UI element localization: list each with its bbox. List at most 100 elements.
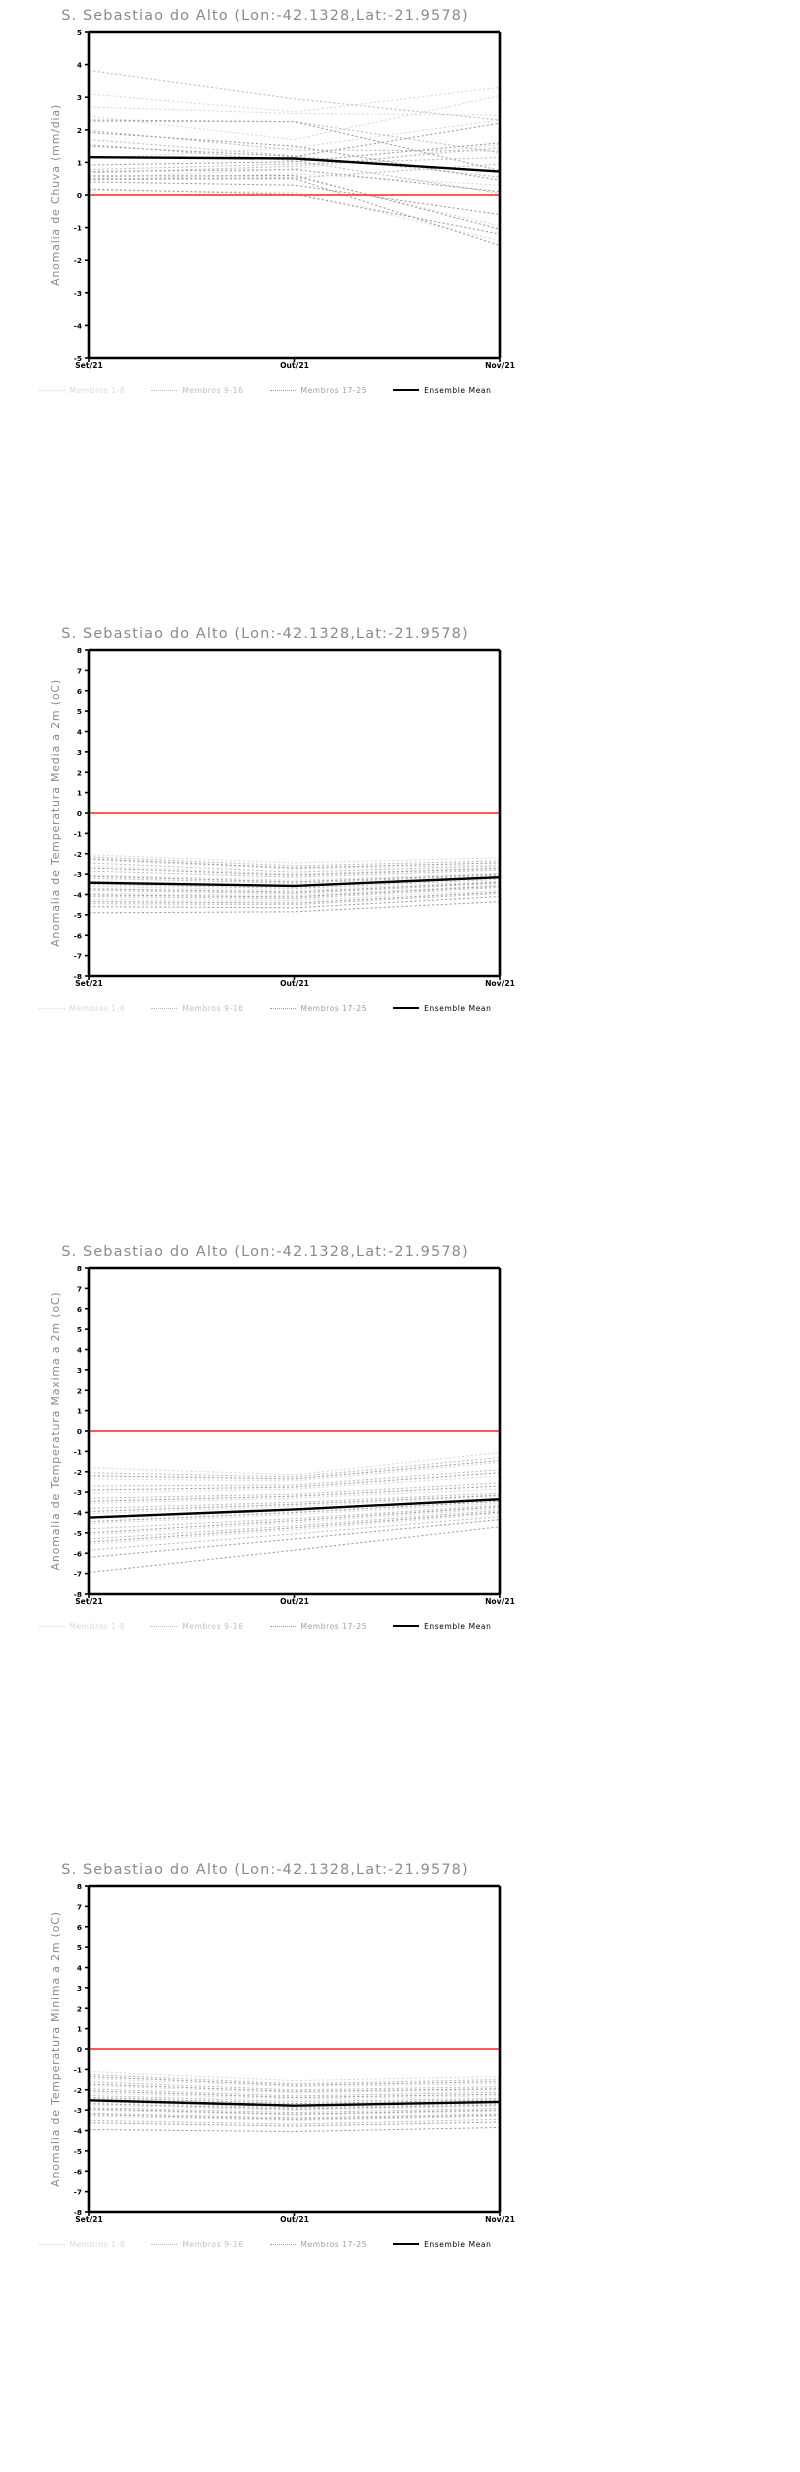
- legend-line-icon: [38, 1007, 65, 1009]
- legend-item[interactable]: Membros 1-8: [38, 1621, 126, 1631]
- legend-line-icon: [38, 389, 65, 391]
- legend-item-label: Membros 9-16: [182, 2239, 244, 2249]
- member-line: [88, 2121, 501, 2127]
- legend-line-icon: [38, 1625, 65, 1627]
- y-axis-tick-label: 8: [77, 1264, 82, 1273]
- x-axis-tick-label: Out/21: [280, 1597, 309, 1606]
- y-axis-tick-label: -7: [74, 1570, 82, 1579]
- member-line: [88, 143, 501, 179]
- y-axis-tick-label: 3: [77, 748, 82, 757]
- y-axis-tick-label: 5: [77, 1943, 82, 1952]
- member-line: [88, 1475, 501, 1494]
- legend-line-icon: [38, 2243, 65, 2245]
- legend-item[interactable]: Membros 9-16: [151, 1004, 243, 1013]
- x-axis-tick-label: Set/21: [75, 2215, 103, 2224]
- y-axis-tick-label: -3: [74, 2106, 82, 2115]
- legend-item-label: Membros 1-8: [69, 1621, 126, 1631]
- chart-legend: Membros 1-8 Membros 9-16 Membros 17-25 Ense…: [0, 1618, 530, 1634]
- y-axis-tick-label: -1: [74, 2065, 82, 2074]
- y-axis-tick-label: 6: [77, 687, 82, 696]
- y-axis-tick-label: -7: [74, 952, 82, 961]
- x-axis-tick-label: Nov/21: [485, 979, 515, 988]
- y-axis-tick-label: 2: [77, 2004, 82, 2013]
- legend-item[interactable]: Ensemble Mean: [393, 386, 491, 395]
- legend-line-icon: [269, 389, 296, 391]
- plot-area: -8 -7 -6 -5 -4 -3 -2 -1 0 1 2 3 4 5 6 7 8 Set/21 Out/21 Nov…: [49, 1264, 515, 1606]
- member-line: [88, 147, 501, 174]
- member-line: [88, 142, 501, 166]
- y-axis-tick-label: 3: [77, 1366, 82, 1375]
- plot-area: -8 -7 -6 -5 -4 -3 -2 -1 0 1 2 3 4 5 6 7 8 Set/21 Out/21 Nov…: [49, 646, 515, 988]
- ensemble-mean-line: [88, 875, 501, 888]
- member-line: [88, 119, 501, 172]
- legend-item-label: Membros 9-16: [182, 385, 244, 395]
- y-axis-tick-label: -1: [74, 224, 82, 233]
- y-axis-tick-label: -4: [74, 1509, 82, 1518]
- y-axis-tick-label: 0: [77, 809, 82, 818]
- legend-line-icon: [393, 1007, 420, 1009]
- chart-panel: S. Sebastiao do Alto (Lon:-42.1328,Lat:-…: [0, 1854, 530, 2472]
- legend-item-label: Membros 1-8: [69, 1003, 126, 1013]
- legend-item[interactable]: Membros 1-8: [38, 386, 126, 395]
- chart-legend: Membros 1-8 Membros 9-16 Membros 17-25 Ense…: [0, 382, 530, 398]
- legend-line-icon: [393, 1625, 420, 1627]
- legend-line-icon: [269, 1625, 296, 1627]
- legend-item[interactable]: Ensemble Mean: [393, 1004, 491, 1013]
- panel-title: S. Sebastiao do Alto (Lon:-42.1328,Lat:-…: [61, 1862, 469, 1878]
- legend-item[interactable]: Membros 17-25: [269, 2239, 368, 2249]
- legend-item-label: Ensemble Mean: [424, 1621, 492, 1631]
- y-axis-tick-label: 5: [77, 28, 82, 37]
- member-line: [88, 119, 501, 160]
- legend-item[interactable]: Membros 17-25: [269, 1622, 368, 1631]
- legend-item[interactable]: Membros 9-16: [151, 386, 243, 395]
- y-axis-tick-label: 2: [77, 768, 82, 777]
- member-line: [88, 1512, 501, 1545]
- legend-item-label: Ensemble Mean: [424, 2239, 492, 2249]
- member-line: [88, 95, 501, 141]
- y-axis-tick-label: 7: [77, 1284, 82, 1293]
- x-axis-tick-label: Out/21: [280, 979, 309, 988]
- member-line: [88, 139, 501, 178]
- panel-title: S. Sebastiao do Alto (Lon:-42.1328,Lat:-…: [61, 8, 469, 24]
- y-axis-tick-label: 2: [77, 1386, 82, 1395]
- x-axis-tick-label: Out/21: [280, 2215, 309, 2224]
- y-axis-tick-label: -6: [74, 931, 82, 940]
- member-line: [88, 1492, 501, 1509]
- y-axis-tick-label: -3: [74, 1488, 82, 1497]
- legend-item[interactable]: Membros 9-16: [151, 2240, 243, 2249]
- legend-line-icon: [151, 1007, 178, 1009]
- legend-item[interactable]: Membros 17-25: [269, 1004, 368, 1013]
- y-axis-tick-label: -8: [74, 2208, 82, 2217]
- y-axis-tick-label: -4: [74, 2127, 82, 2136]
- y-axis-title: Anomalia de Temperatura Media a 2m (oC): [49, 679, 62, 947]
- plot-area: -5 -4 -3 -2 -1 0 1 2 3 4 5 Set/21 Out/21 Nov/21 Anomal…: [49, 28, 515, 370]
- legend-item[interactable]: Membros 17-25: [269, 386, 368, 395]
- y-axis-tick-label: -3: [74, 870, 82, 879]
- y-axis-tick-label: -4: [74, 321, 82, 330]
- member-line: [88, 1511, 501, 1543]
- y-axis-tick-label: 0: [77, 1427, 82, 1436]
- legend-item-label: Membros 1-8: [69, 2239, 126, 2249]
- panel-title: S. Sebastiao do Alto (Lon:-42.1328,Lat:-…: [61, 1244, 469, 1260]
- legend-item[interactable]: Ensemble Mean: [393, 2240, 491, 2249]
- legend-line-icon: [269, 2243, 296, 2245]
- member-line: [88, 1519, 501, 1558]
- y-axis-tick-label: 4: [77, 1964, 82, 1973]
- legend-item-label: Membros 17-25: [300, 2239, 368, 2249]
- y-axis-tick-label: 5: [77, 707, 82, 716]
- legend-item[interactable]: Membros 1-8: [38, 1003, 126, 1013]
- y-axis-tick-label: 7: [77, 1902, 82, 1911]
- member-line: [88, 1507, 501, 1536]
- y-axis-tick-label: -2: [74, 2086, 82, 2095]
- y-axis-tick-label: 3: [77, 1984, 82, 1993]
- chart-legend: Membros 1-8 Membros 9-16 Membros 17-25 Ense…: [0, 1000, 530, 1016]
- y-axis-tick-label: 4: [77, 61, 82, 70]
- legend-item[interactable]: Membros 9-16: [151, 1622, 243, 1631]
- y-axis-tick-label: 4: [77, 1346, 82, 1355]
- legend-item[interactable]: Membros 1-8: [38, 2239, 126, 2249]
- chart-panel: S. Sebastiao do Alto (Lon:-42.1328,Lat:-…: [0, 0, 530, 618]
- legend-item[interactable]: Ensemble Mean: [393, 1622, 491, 1631]
- chart-legend: Membros 1-8 Membros 9-16 Membros 17-25 Ense…: [0, 2236, 530, 2252]
- member-line: [88, 120, 501, 154]
